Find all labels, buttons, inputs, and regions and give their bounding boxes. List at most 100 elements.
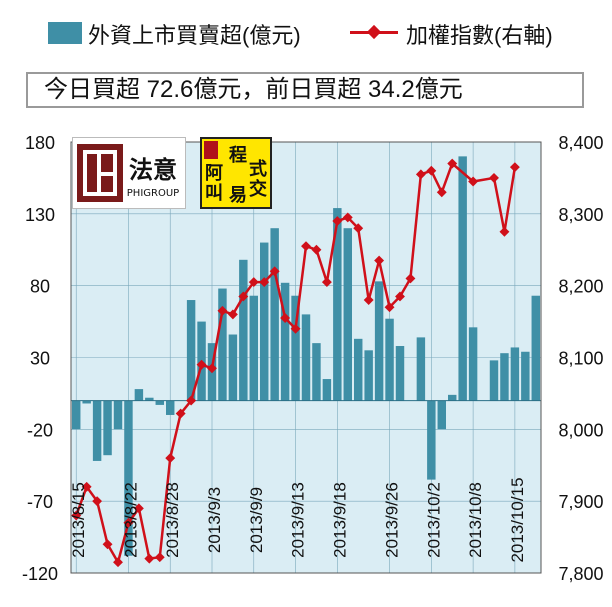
bar (531, 295, 540, 401)
legend-bar-label: 外資上市買賣超(億元) (88, 23, 301, 48)
x-tick-label: 2013/9/3 (205, 487, 224, 553)
bar (448, 394, 457, 401)
index-point (280, 313, 291, 323)
bar (103, 400, 112, 456)
index-point (311, 244, 322, 255)
left-tick-label: 30 (30, 349, 50, 369)
x-tick-label: 2013/9/26 (383, 482, 402, 558)
bar (260, 242, 269, 401)
bar (249, 295, 258, 401)
plot-border (70, 141, 542, 574)
x-tick-label: 2013/10/8 (466, 482, 485, 558)
right-tick-label: 8,000 (558, 420, 603, 440)
bar (322, 379, 332, 401)
bar (291, 295, 300, 401)
legend-bar-swatch (48, 22, 82, 44)
index-point (321, 277, 332, 288)
summary-box: 今日買超 72.6億元，前日買超 34.2億元 (26, 72, 584, 108)
bar (72, 400, 81, 430)
bar (468, 327, 478, 401)
index-point (426, 165, 437, 176)
chengshi-logo-char-0: 程 (229, 145, 247, 166)
bar (145, 397, 154, 401)
right-tick-label: 8,200 (558, 277, 603, 297)
bar (82, 400, 91, 404)
bar (489, 360, 499, 401)
index-point (196, 359, 207, 370)
x-tick-label: 2013/9/13 (289, 482, 308, 558)
index-point (301, 241, 311, 252)
left-tick-label: -120 (22, 564, 58, 584)
index-point (384, 302, 395, 313)
left-tick-label: 130 (25, 205, 55, 225)
index-point (133, 503, 144, 514)
legend-line-label: 加權指數(右軸) (406, 23, 553, 48)
index-point (374, 255, 385, 266)
left-tick-label: 80 (30, 277, 50, 297)
index-point (175, 408, 186, 419)
bar (364, 350, 373, 401)
index-point (447, 158, 458, 169)
index-point (499, 226, 510, 237)
phigroup-logo-text: 法意 (129, 156, 177, 184)
right-tick-label: 7,900 (558, 492, 603, 512)
bar (92, 400, 102, 461)
bar (521, 351, 530, 401)
index-point (71, 510, 82, 521)
index-point (186, 395, 197, 406)
index-point (102, 539, 113, 550)
x-tick-label: 2013/8/28 (163, 482, 182, 558)
bar (374, 281, 384, 401)
bar (239, 259, 248, 401)
bar (395, 346, 405, 401)
bar (500, 353, 509, 401)
bar (113, 400, 123, 430)
bar (134, 389, 144, 401)
index-point (113, 557, 123, 568)
bar (354, 338, 363, 401)
index-point (165, 453, 176, 464)
right-tick-label: 8,300 (558, 205, 603, 225)
bar (343, 228, 352, 401)
bar (270, 228, 279, 401)
right-tick-label: 7,800 (558, 564, 603, 584)
x-tick-label: 2013/9/9 (247, 487, 266, 553)
x-tick-label: 2013/8/22 (121, 482, 140, 558)
chengshi-logo-char-4: 交 (249, 178, 267, 200)
index-point (227, 309, 238, 320)
left-tick-label: 180 (25, 133, 55, 153)
index-point (259, 277, 270, 288)
bar (124, 400, 133, 556)
left-tick-label: -70 (27, 492, 53, 512)
index-point (468, 176, 479, 187)
chengshi-logo-char-1: 阿 (205, 163, 223, 184)
bar (416, 337, 426, 401)
bar (155, 400, 164, 405)
index-point (342, 212, 353, 223)
index-point (154, 552, 165, 563)
phigroup-logo-subtext: PHIGROUP (127, 188, 179, 199)
index-point (436, 187, 447, 198)
phigroup-logo: 法意 PHIGROUP (72, 137, 186, 209)
left-tick-label: -20 (27, 420, 53, 440)
index-point (269, 266, 280, 277)
chengshi-logo-char-5: 易 (229, 185, 247, 206)
index-point (489, 172, 499, 183)
index-point (123, 517, 134, 528)
index-point (415, 169, 426, 180)
chengshi-logo-char-3: 式 (249, 158, 267, 180)
index-point (144, 553, 155, 564)
x-tick-label: 2013/8/15 (69, 482, 88, 558)
bar (333, 208, 342, 401)
index-point (290, 323, 301, 334)
x-tick-label: 2013/10/2 (424, 482, 443, 558)
right-tick-label: 8,400 (558, 133, 603, 153)
bar (510, 347, 520, 401)
bar (458, 156, 467, 401)
index-point (332, 216, 343, 226)
index-point (238, 291, 249, 302)
right-tick-label: 8,100 (558, 349, 603, 369)
bar (166, 400, 175, 415)
index-point (217, 305, 228, 316)
